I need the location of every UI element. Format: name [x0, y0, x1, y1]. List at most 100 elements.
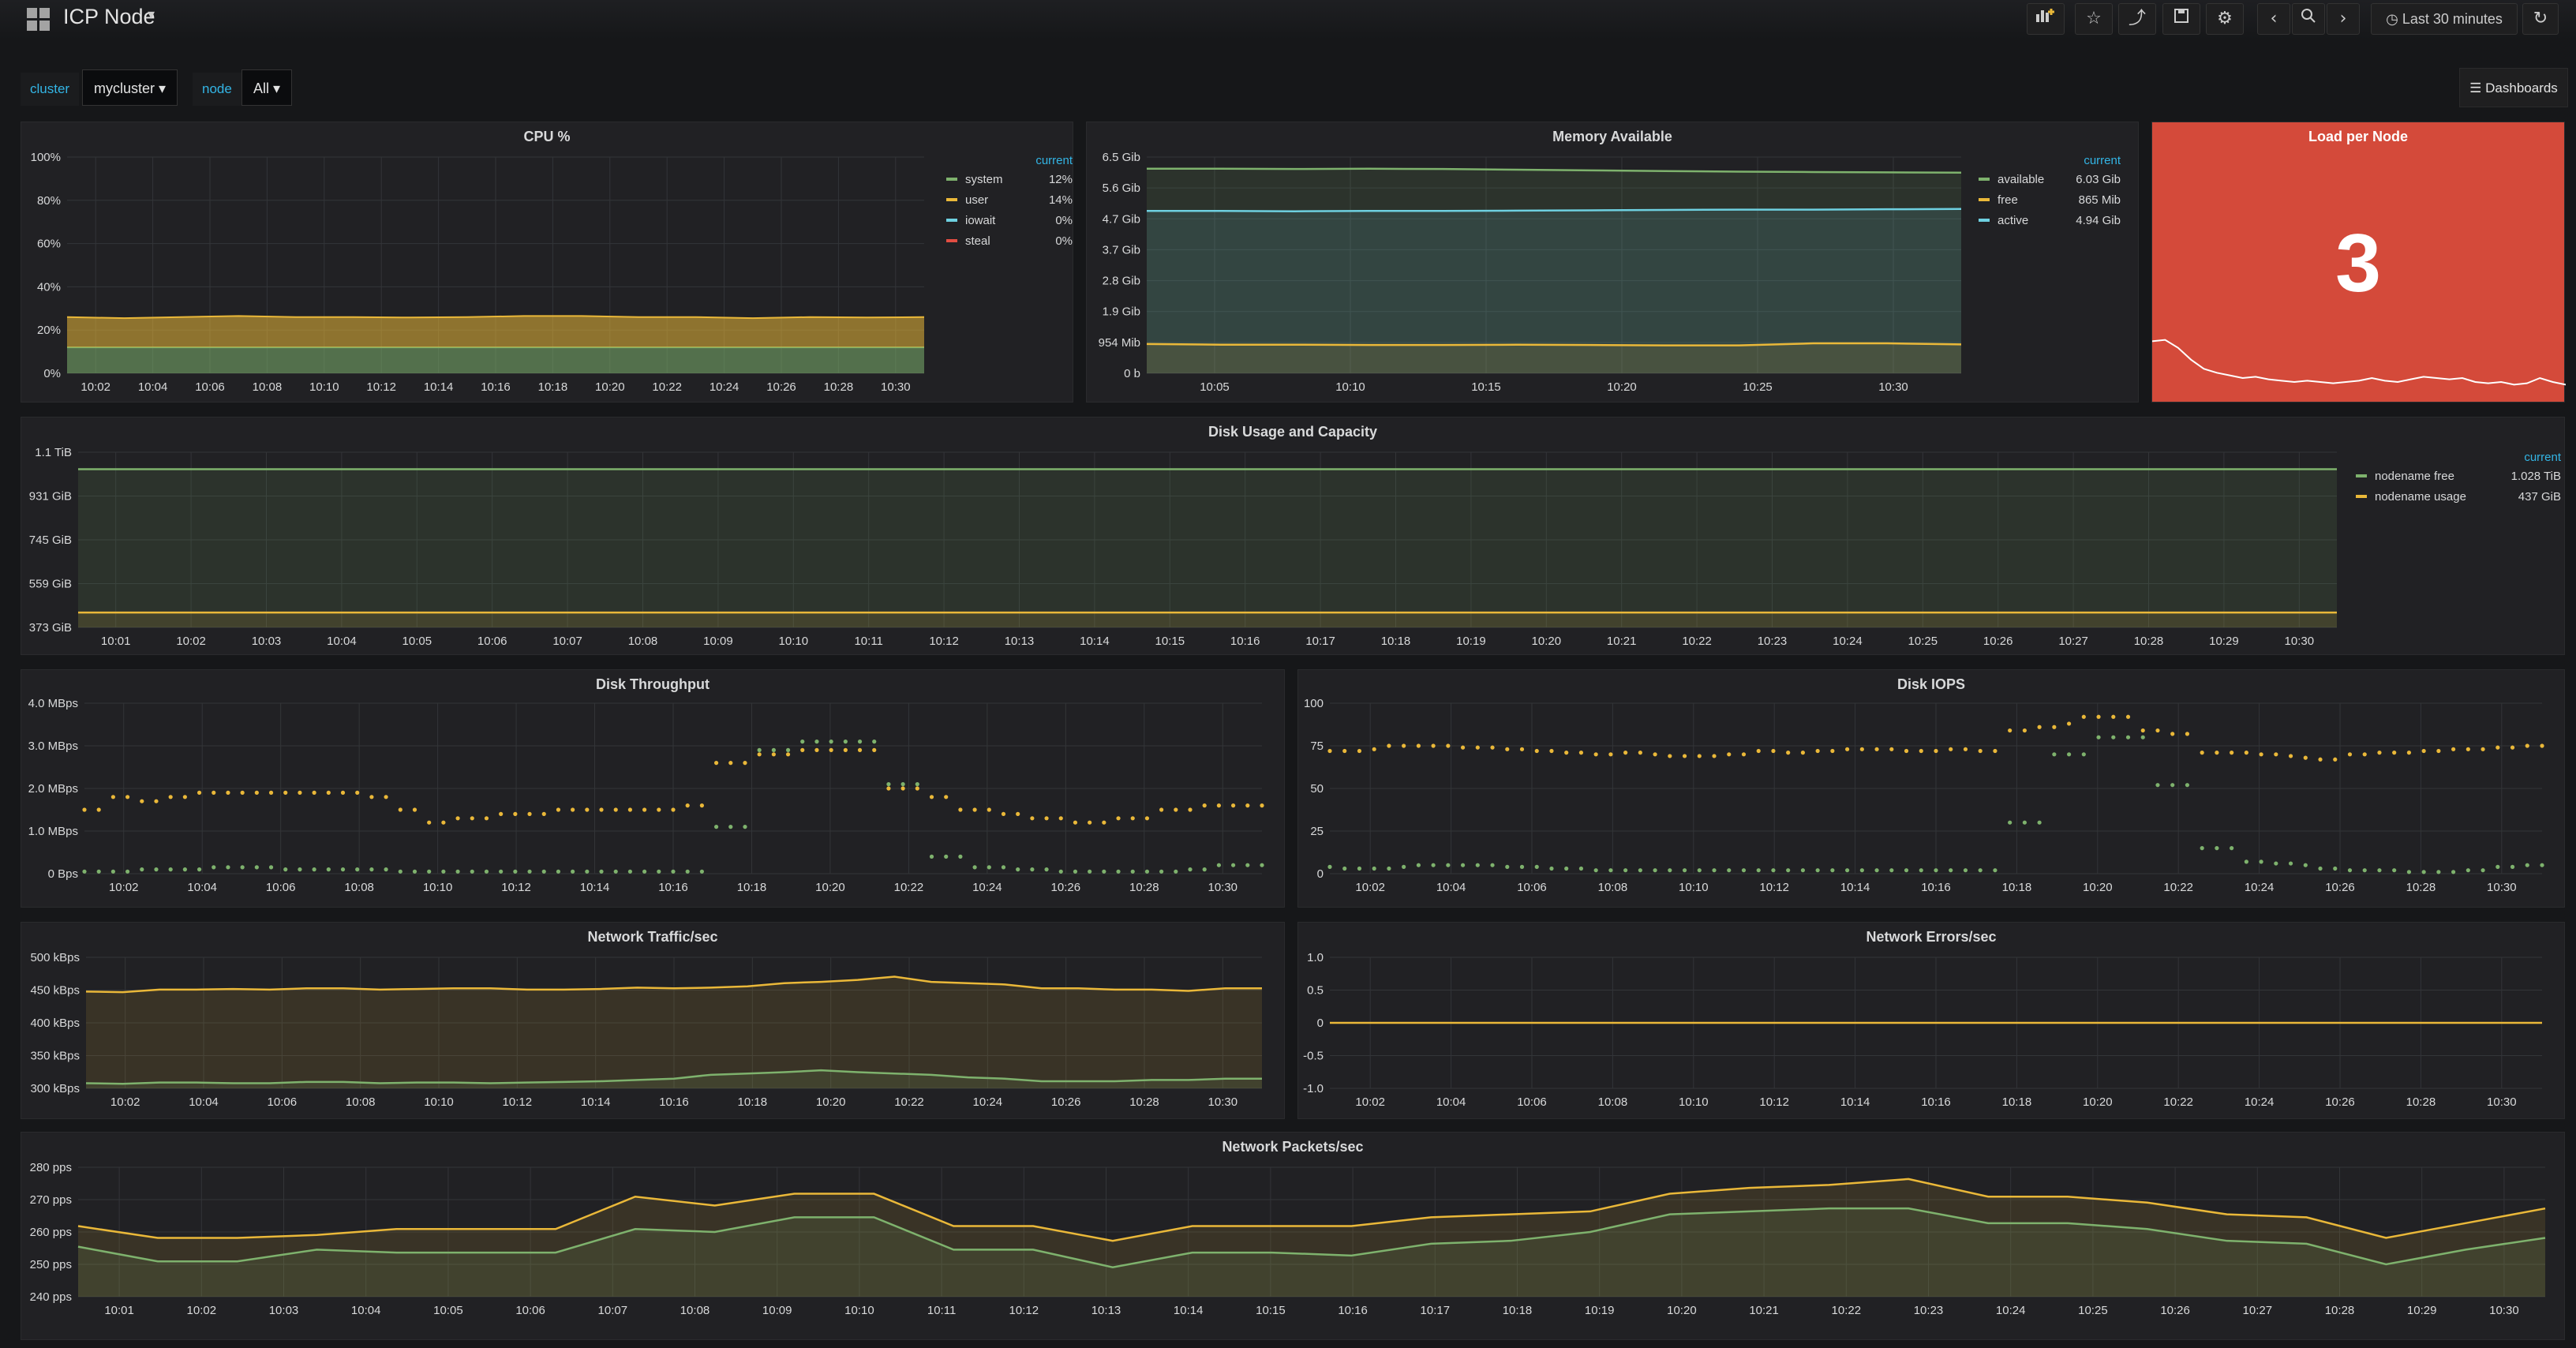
network-packets-chart[interactable]: 280 pps 270 pps 260 pps 250 pps 240 pps 10:01… [21, 1133, 2566, 1341]
x-tick-label: 10:21 [1749, 1304, 1779, 1317]
point-write [1260, 863, 1264, 867]
settings-gear-icon[interactable]: ⚙ [2206, 3, 2244, 35]
x-tick-label: 10:08 [680, 1304, 710, 1317]
chevron-down-icon[interactable]: ▾ [148, 6, 155, 23]
panel-title[interactable]: Network Packets/sec [1222, 1139, 1364, 1155]
legend-value: 437 GiB [2518, 489, 2561, 504]
panel-title[interactable]: Load per Node [2308, 129, 2408, 144]
x-tick-label: 10:08 [628, 635, 658, 648]
point-writes [2362, 868, 2367, 873]
point-write [585, 869, 590, 874]
point-reads [2466, 747, 2470, 751]
panel-title[interactable]: Memory Available [1552, 129, 1672, 144]
disk-usage-chart[interactable]: 1.1 TiB 931 GiB 745 GiB 559 GiB 373 GiB 10:01… [21, 418, 2566, 656]
dashboard-grid-icon[interactable] [27, 8, 51, 32]
time-shift-forward-icon[interactable]: › [2327, 3, 2360, 35]
point-writes [2274, 861, 2278, 866]
point-write [915, 782, 919, 787]
point-write [829, 740, 833, 744]
legend-item-iowait[interactable]: iowait 0% [946, 210, 1073, 230]
point-writes [2525, 863, 2529, 867]
point-read [1231, 803, 1236, 808]
legend-item-available[interactable]: available 6.03 Gib [1979, 169, 2121, 189]
time-range-picker[interactable]: ◷ Last 30 minutes [2371, 3, 2518, 35]
share-icon[interactable]: ⤴ [2118, 3, 2156, 35]
disk-throughput-chart[interactable]: 4.0 MBps 3.0 MBps 2.0 MBps 1.0 MBps 0 Bps 10:… [21, 670, 1286, 908]
x-tick-label: 10:24 [1996, 1304, 2026, 1317]
area-nodename usage [78, 612, 2337, 627]
zoom-out-icon[interactable] [2292, 3, 2325, 35]
add-panel-icon[interactable] [2027, 3, 2065, 35]
point-reads [1357, 748, 1362, 754]
legend-item-user[interactable]: user 14% [946, 189, 1073, 210]
legend-item-system[interactable]: system 12% [946, 169, 1073, 189]
point-reads [1830, 748, 1835, 754]
x-tick-label: 10:30 [1208, 881, 1237, 894]
panel-title[interactable]: Network Errors/sec [1866, 929, 1997, 945]
panel-title[interactable]: CPU % [523, 129, 571, 144]
save-icon[interactable] [2162, 3, 2200, 35]
point-write [571, 869, 575, 874]
point-writes [2230, 846, 2234, 851]
network-errors-chart[interactable]: 1.0 0.5 0 -0.5 -1.0 10:02 10:04 10:06 10:08 10:10… [1298, 923, 2566, 1120]
legend-value: 6.03 Gib [2076, 172, 2121, 186]
legend-item-nodename-free[interactable]: nodename free 1.028 TiB [2356, 466, 2561, 486]
point-write [743, 825, 747, 829]
dashboard-title[interactable]: ICP Node [63, 5, 155, 28]
panel-title[interactable]: Disk IOPS [1896, 676, 1966, 692]
x-tick-label: 10:24 [1833, 635, 1863, 648]
legend-item-steal[interactable]: steal 0% [946, 230, 1073, 251]
point-writes [2496, 864, 2500, 869]
x-tick-label: 10:24 [2245, 1095, 2275, 1109]
star-icon[interactable]: ☆ [2075, 3, 2113, 35]
x-tick-label: 10:12 [501, 881, 531, 894]
x-tick-label: 10:06 [195, 380, 225, 394]
variable-select-cluster[interactable]: Allmycluster ▾ [82, 69, 178, 106]
cpu-chart[interactable]: 100% 80% 60% 40% 20% 0% 10:02 10:04 10:06 10:08 10… [21, 122, 1074, 403]
point-writes [1446, 863, 1451, 867]
legend-item-active[interactable]: active 4.94 Gib [1979, 210, 2121, 230]
series-line-receive [77, 1207, 2546, 1269]
panel-title[interactable]: Network Traffic/sec [587, 929, 718, 945]
legend-item-free[interactable]: free 865 Mib [1979, 189, 2121, 210]
x-tick-label: 10:20 [1532, 635, 1562, 648]
x-tick-label: 10:22 [652, 380, 682, 394]
point-read [915, 786, 919, 791]
area-system [67, 347, 924, 373]
point-reads [1446, 743, 1451, 748]
time-shift-back-icon[interactable]: ‹ [2257, 3, 2290, 35]
point-read [785, 752, 791, 757]
x-tick-label: 10:08 [1598, 1095, 1628, 1109]
variable-select-node[interactable]: All ▾ [242, 69, 293, 106]
clock-icon: ◷ [2386, 11, 2402, 27]
point-writes [2111, 735, 2116, 740]
disk-iops-chart[interactable]: 100 75 50 25 0 10:02 10:04 10:06 10:08 10:10 10:12… [1298, 670, 2566, 908]
point-writes [1460, 863, 1466, 867]
y-tick-label: 559 GiB [29, 578, 72, 591]
refresh-icon[interactable]: ↻ [2522, 3, 2559, 35]
dashboards-button[interactable]: ☰ Dashboards [2459, 68, 2568, 107]
point-writes [1668, 868, 1672, 873]
point-writes [1786, 868, 1791, 873]
panel-title[interactable]: Disk Usage and Capacity [1208, 424, 1378, 440]
y-tick-label: 450 kBps [30, 984, 80, 998]
memory-chart[interactable]: 6.5 Gib 5.6 Gib 4.7 Gib 3.7 Gib 2.8 Gib 1.9 G… [1087, 122, 2140, 403]
point-reads [2510, 745, 2515, 750]
point-writes [2140, 735, 2145, 740]
x-tick-label: 10:02 [110, 1095, 140, 1109]
x-tick-label: 10:10 [423, 881, 453, 894]
panel-title[interactable]: Disk Throughput [596, 676, 710, 692]
point-read [627, 807, 633, 812]
legend-item-nodename-usage[interactable]: nodename usage 437 GiB [2356, 486, 2561, 507]
point-read [958, 807, 963, 812]
point-write [972, 865, 977, 870]
x-tick-label: 10:17 [1305, 635, 1335, 648]
point-reads [1475, 745, 1480, 750]
point-writes [2155, 783, 2160, 788]
point-read [1088, 820, 1092, 825]
y-tick-label: 1.1 TiB [35, 446, 72, 459]
network-traffic-chart[interactable]: 500 kBps 450 kBps 400 kBps 350 kBps 300 kBps… [21, 923, 1286, 1120]
area-nodename free [78, 469, 2337, 627]
point-reads [1402, 743, 1406, 748]
legend-swatch [1979, 198, 1990, 201]
